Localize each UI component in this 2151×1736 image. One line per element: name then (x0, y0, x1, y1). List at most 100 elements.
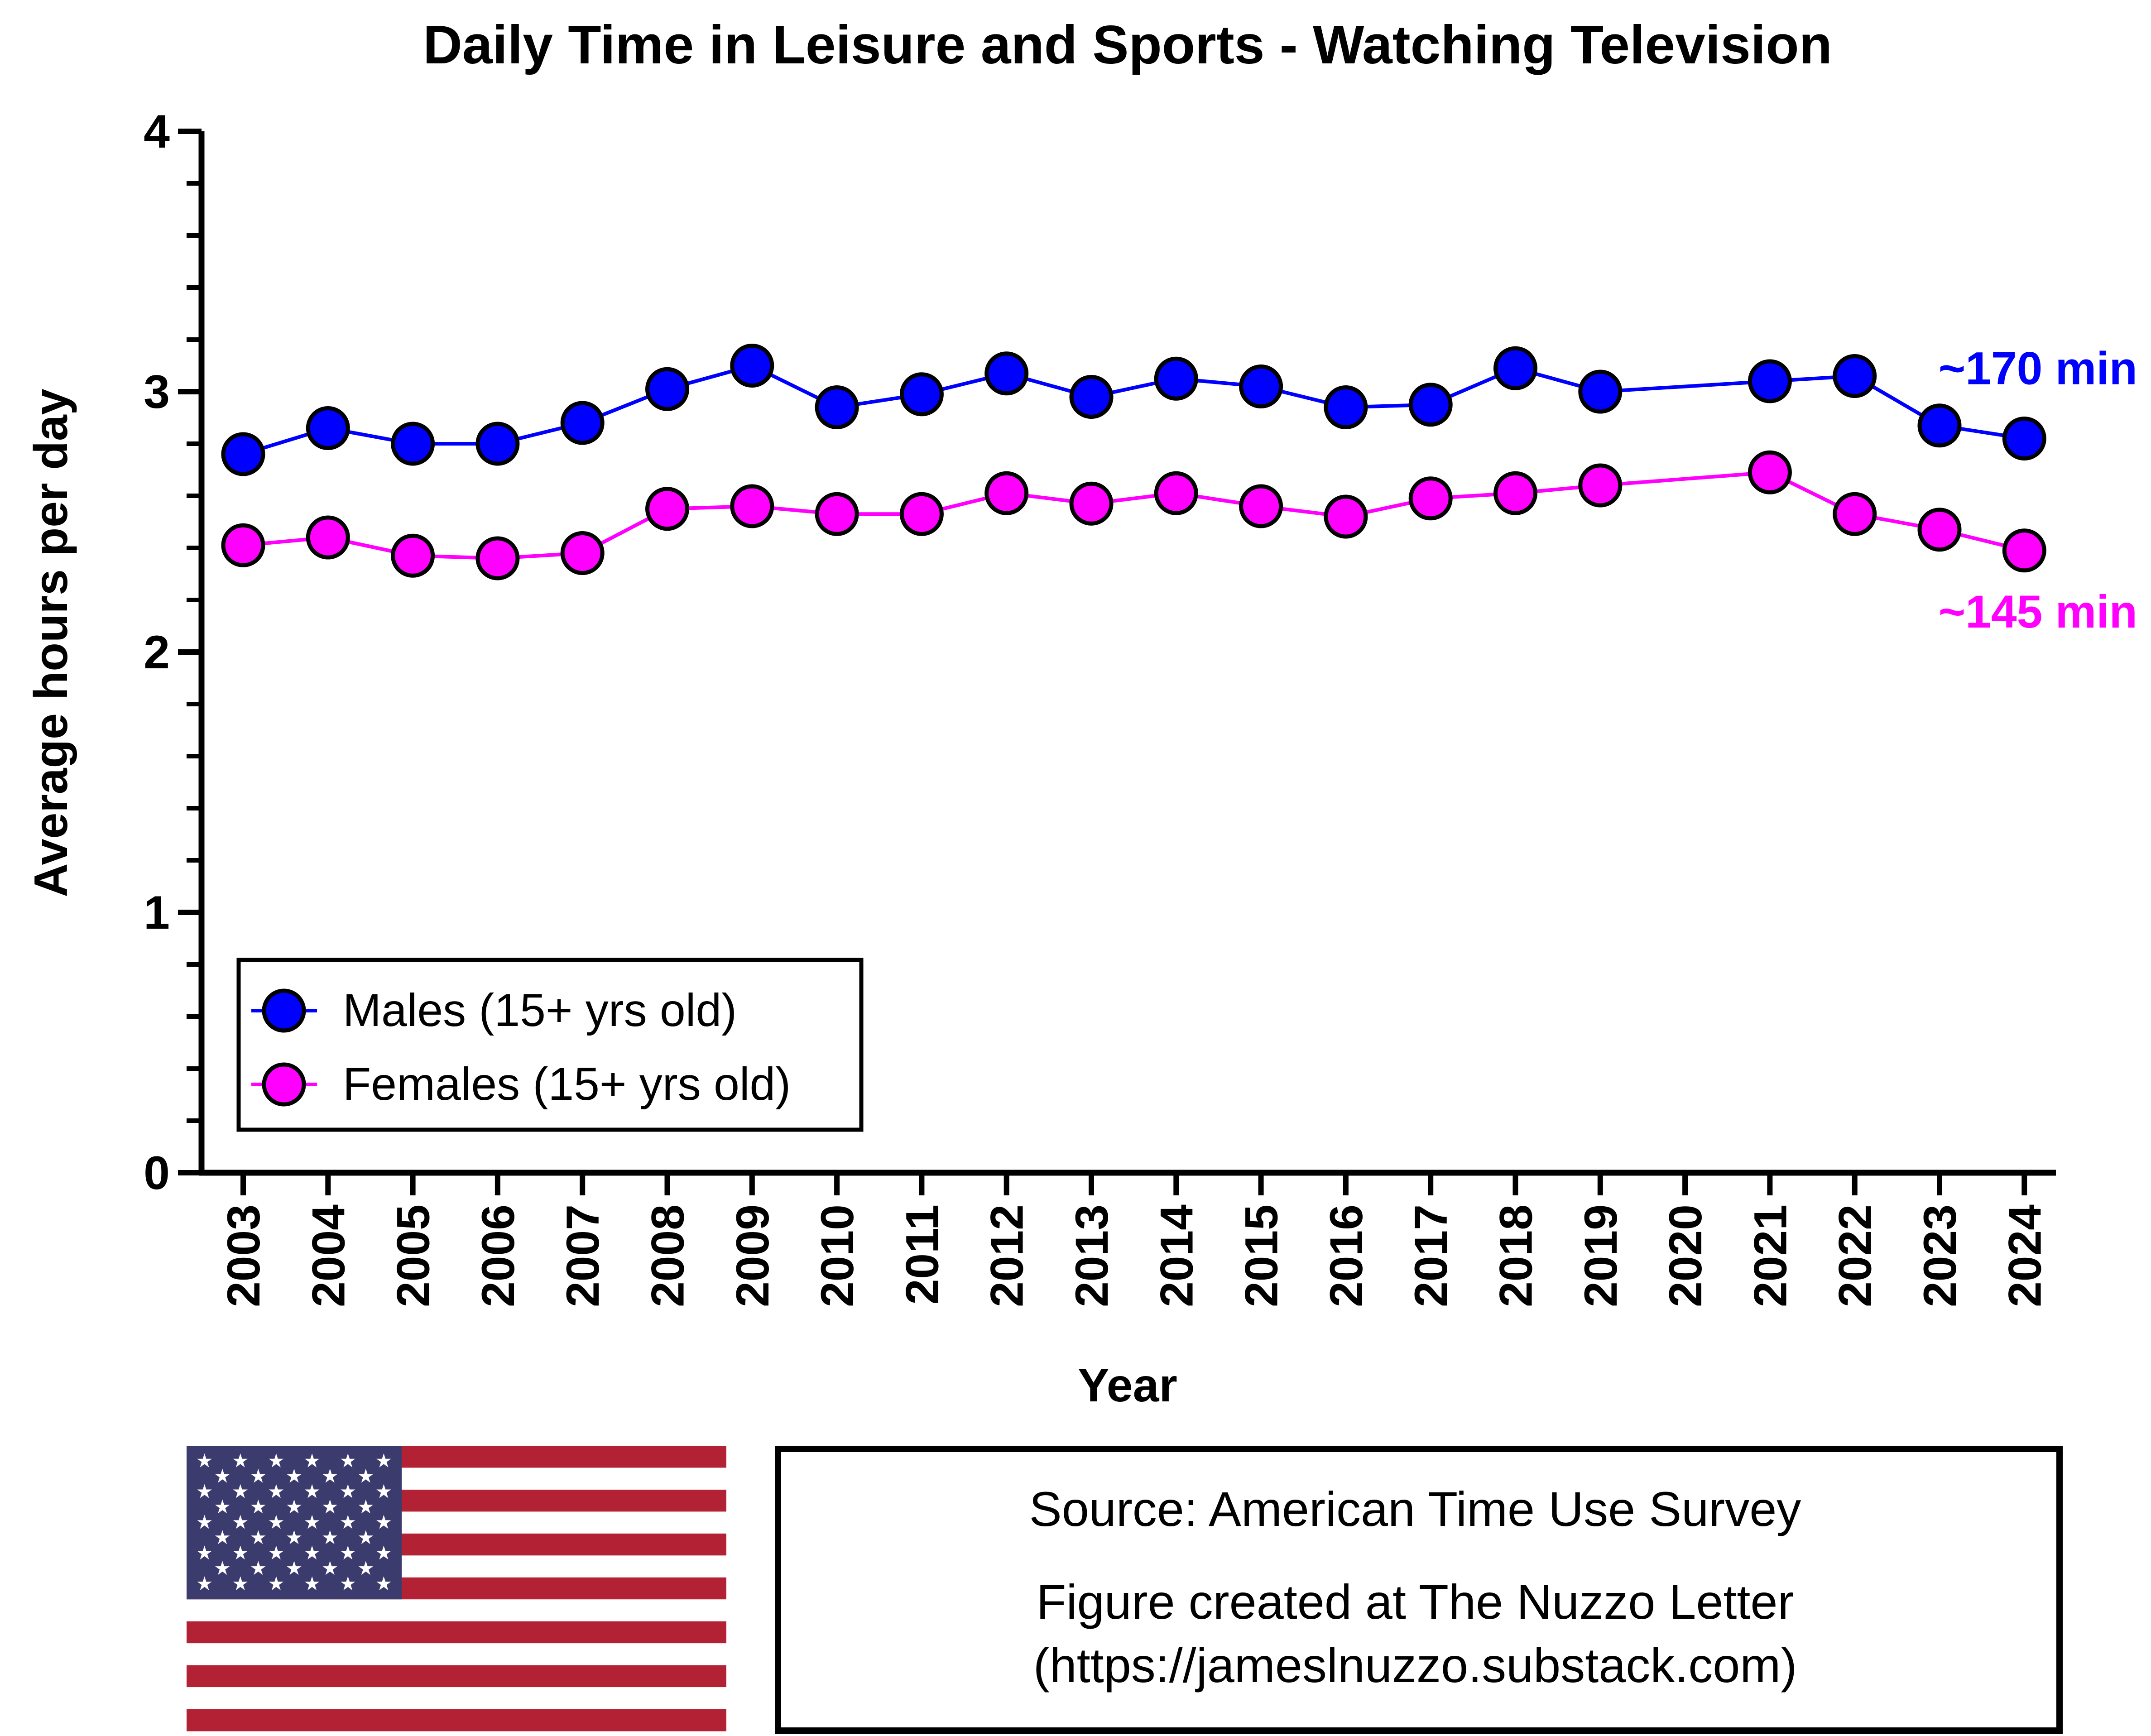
legend-box (236, 958, 864, 1132)
data-point (1324, 494, 1368, 539)
data-point (1748, 359, 1792, 403)
flag-star (376, 1545, 391, 1560)
url-line: (https://jameslnuzzo.substack.com) (1033, 1638, 1797, 1693)
x-tick-label: 2008 (642, 1204, 694, 1307)
x-tick-label: 2022 (1829, 1204, 1881, 1307)
data-point (1578, 369, 1623, 414)
flag-star (197, 1484, 212, 1498)
flag-star (269, 1576, 284, 1591)
y-axis-label: Average hours per day (25, 388, 77, 897)
flag-star (358, 1530, 373, 1544)
data-point (560, 401, 605, 445)
y-tick-label: 2 (144, 626, 170, 679)
x-tick-label: 2009 (727, 1204, 778, 1307)
flag-star (322, 1561, 337, 1575)
y-ticks: 0 1 2 3 4 (144, 106, 202, 1199)
flag-star (341, 1576, 355, 1591)
x-tick-label: 2012 (981, 1204, 1033, 1307)
x-tick-label: 2023 (1914, 1204, 1966, 1307)
source-box: Source: American Time Use Survey Figure … (775, 1446, 2063, 1734)
flag-star (304, 1453, 320, 1467)
flag-star (304, 1545, 320, 1560)
end-annotation: ~145 min (1939, 586, 2137, 638)
source-box-frame (775, 1446, 2063, 1734)
chart-title: Daily Time in Leisure and Sports - Watch… (423, 14, 1832, 75)
flag-star (304, 1515, 320, 1529)
flag-star (376, 1453, 391, 1467)
data-point (1833, 354, 1877, 398)
data-point (1493, 471, 1537, 515)
x-tick-label: 2006 (472, 1204, 524, 1307)
data-point (1154, 471, 1198, 515)
flag-stripe (187, 1687, 726, 1710)
data-point (2002, 417, 2046, 460)
data-point (984, 471, 1029, 515)
flag-star (341, 1545, 355, 1560)
flag-star (304, 1484, 320, 1498)
flag-star (358, 1499, 373, 1514)
x-tick-label: 2016 (1320, 1204, 1372, 1307)
flag-star (376, 1484, 391, 1498)
flag-star (215, 1561, 230, 1575)
x-tick-label: 2003 (218, 1204, 269, 1307)
flag-star (376, 1576, 391, 1591)
y-tick-label: 4 (144, 106, 170, 158)
data-point (306, 515, 350, 560)
flag-stripe (187, 1599, 726, 1622)
legend: Males (15+ yrs old) Females (15+ yrs old… (236, 958, 864, 1132)
data-point (815, 492, 859, 536)
data-point (645, 487, 689, 531)
data-point (1578, 463, 1623, 508)
x-tick-label: 2017 (1405, 1204, 1457, 1307)
flag-star (358, 1561, 373, 1575)
y-tick-label: 3 (144, 366, 170, 418)
flag-star (304, 1576, 320, 1591)
flag-star (287, 1530, 302, 1544)
y-tick-label: 0 (144, 1147, 170, 1199)
flag-star (358, 1468, 373, 1483)
data-point (645, 367, 689, 411)
flag-stripe (187, 1643, 726, 1666)
flag-star (341, 1515, 355, 1529)
credit-line: Figure created at The Nuzzo Letter (1037, 1574, 1794, 1629)
data-point (221, 523, 265, 567)
flag-star (233, 1484, 248, 1498)
data-point (1239, 364, 1283, 408)
legend-label-males: Males (15+ yrs old) (343, 984, 737, 1036)
source-line: Source: American Time Use Survey (1029, 1482, 1801, 1536)
flag-stripe (187, 1621, 726, 1644)
x-tick-label: 2011 (896, 1204, 948, 1304)
annotation-layer: ~170 min ~145 min (1939, 343, 2137, 638)
data-point (391, 533, 435, 578)
data-point (1154, 356, 1198, 401)
flag-star (322, 1499, 337, 1514)
flag-stripe (187, 1709, 726, 1731)
x-tick-label: 2014 (1151, 1204, 1202, 1307)
data-point (1069, 375, 1114, 419)
flag-star (233, 1453, 248, 1467)
series-layer (221, 344, 2046, 580)
data-point (221, 432, 265, 476)
us-flag-icon (187, 1446, 726, 1731)
flag-star (269, 1545, 284, 1560)
flag-stripe (187, 1665, 726, 1688)
data-point (815, 385, 859, 429)
flag-star (233, 1576, 248, 1591)
flag-star (269, 1484, 284, 1498)
x-ticks: 2003 2004 2005 2006 2007 2008 2009 2010 2011 2012… (218, 1173, 2050, 1307)
x-tick-label: 2013 (1066, 1204, 1118, 1307)
flag-star (287, 1468, 302, 1483)
flag-star (215, 1499, 230, 1514)
flag-star (197, 1515, 212, 1529)
flag-star (251, 1561, 266, 1575)
legend-swatch-marker-males (262, 988, 306, 1033)
x-tick-label: 2015 (1236, 1204, 1287, 1307)
flag-star (269, 1453, 284, 1467)
data-point (1239, 484, 1283, 528)
x-tick-label: 2007 (557, 1204, 609, 1307)
flag-star (233, 1515, 248, 1529)
x-tick-label: 2024 (1999, 1204, 2050, 1307)
flag-star (341, 1453, 355, 1467)
flag-star (215, 1530, 230, 1544)
flag-star (215, 1468, 230, 1483)
